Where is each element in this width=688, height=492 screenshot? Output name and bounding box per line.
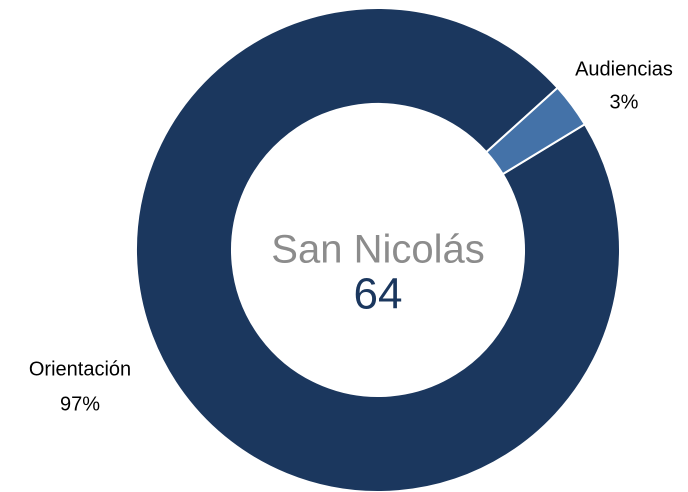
slice-value-label: 3% [610,91,639,113]
center-value: 64 [354,270,403,319]
center-title: San Nicolás [271,228,484,272]
slice [484,86,587,176]
slice-label: Orientación [29,358,131,380]
slice-value-label: 97% [60,393,100,415]
donut [135,7,621,492]
slice [135,7,621,492]
slice-label: Audiencias [575,58,673,80]
